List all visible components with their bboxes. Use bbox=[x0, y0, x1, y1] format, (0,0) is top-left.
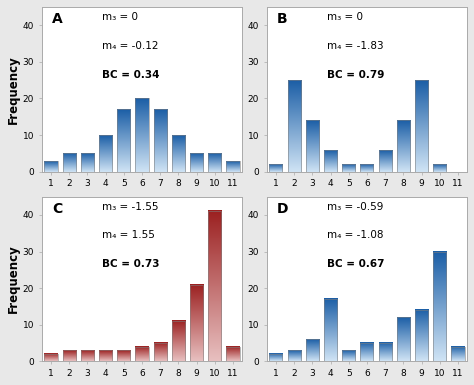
Text: BC = 0.34: BC = 0.34 bbox=[102, 70, 159, 80]
Bar bbox=[190, 285, 203, 362]
Bar bbox=[63, 350, 76, 362]
Bar bbox=[117, 109, 130, 172]
Bar bbox=[136, 347, 148, 362]
Bar bbox=[172, 321, 185, 362]
Text: A: A bbox=[52, 12, 63, 26]
Text: m₄ = -1.08: m₄ = -1.08 bbox=[327, 231, 383, 241]
Bar bbox=[324, 299, 337, 362]
Bar bbox=[269, 354, 283, 362]
Y-axis label: Frequency: Frequency bbox=[7, 244, 20, 313]
Text: BC = 0.73: BC = 0.73 bbox=[102, 259, 159, 269]
Text: m₃ = 0: m₃ = 0 bbox=[327, 12, 363, 22]
Bar bbox=[190, 153, 203, 172]
Bar bbox=[227, 347, 239, 362]
Bar bbox=[81, 153, 94, 172]
Bar bbox=[172, 135, 185, 172]
Bar bbox=[288, 80, 301, 172]
Text: C: C bbox=[52, 202, 62, 216]
Bar bbox=[360, 164, 374, 172]
Bar bbox=[306, 121, 319, 172]
Bar bbox=[415, 80, 428, 172]
Bar bbox=[397, 121, 410, 172]
Bar bbox=[154, 109, 167, 172]
Text: m₄ = -1.83: m₄ = -1.83 bbox=[327, 41, 383, 51]
Bar bbox=[433, 164, 447, 172]
Bar bbox=[288, 350, 301, 362]
Bar bbox=[342, 350, 356, 362]
Text: BC = 0.67: BC = 0.67 bbox=[327, 259, 384, 269]
Bar bbox=[99, 135, 112, 172]
Y-axis label: Frequency: Frequency bbox=[7, 55, 20, 124]
Text: m₄ = -0.12: m₄ = -0.12 bbox=[102, 41, 158, 51]
Bar bbox=[154, 343, 167, 362]
Bar bbox=[99, 350, 112, 362]
Bar bbox=[397, 318, 410, 362]
Text: BC = 0.79: BC = 0.79 bbox=[327, 70, 384, 80]
Bar bbox=[269, 164, 283, 172]
Bar bbox=[451, 347, 465, 362]
Text: m₄ = 1.55: m₄ = 1.55 bbox=[102, 231, 155, 241]
Bar bbox=[208, 153, 221, 172]
Text: m₃ = 0: m₃ = 0 bbox=[102, 12, 138, 22]
Text: D: D bbox=[277, 202, 288, 216]
Bar bbox=[63, 153, 76, 172]
Bar bbox=[136, 99, 148, 172]
Bar bbox=[415, 310, 428, 362]
Bar bbox=[379, 343, 392, 362]
Bar bbox=[227, 161, 239, 172]
Bar bbox=[117, 350, 130, 362]
Bar bbox=[342, 164, 356, 172]
Bar bbox=[45, 354, 57, 362]
Bar bbox=[45, 161, 57, 172]
Bar bbox=[433, 251, 447, 362]
Text: B: B bbox=[277, 12, 287, 26]
Bar bbox=[306, 340, 319, 362]
Text: m₃ = -0.59: m₃ = -0.59 bbox=[327, 202, 383, 212]
Bar bbox=[81, 350, 94, 362]
Bar bbox=[360, 343, 374, 362]
Text: m₃ = -1.55: m₃ = -1.55 bbox=[102, 202, 158, 212]
Bar bbox=[379, 150, 392, 172]
Bar bbox=[208, 211, 221, 362]
Bar bbox=[324, 150, 337, 172]
